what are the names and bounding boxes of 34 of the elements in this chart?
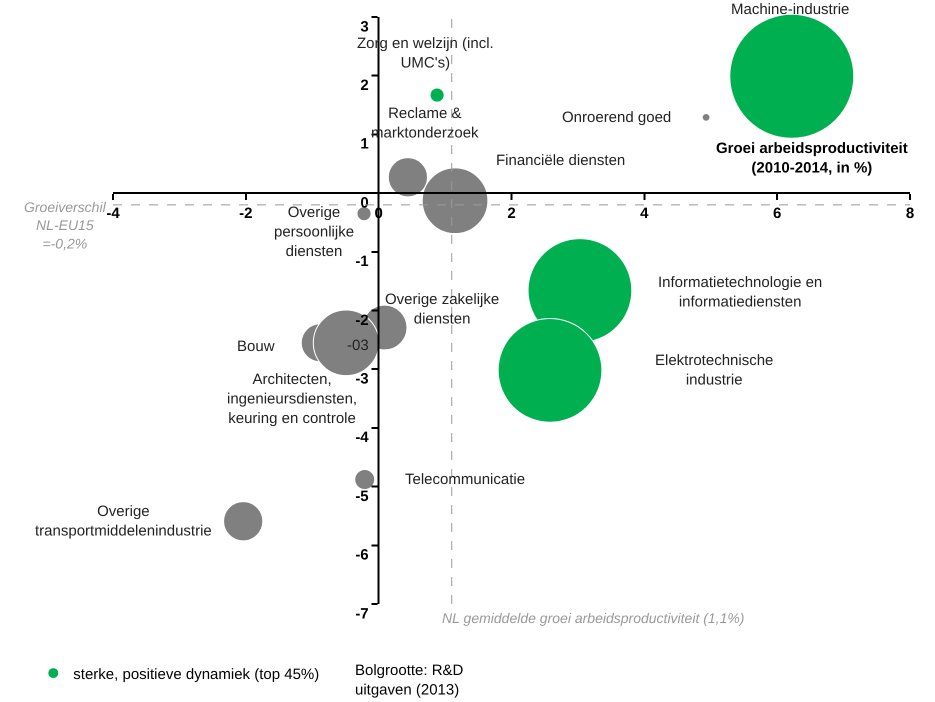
- x-tick-label: 8: [906, 205, 914, 222]
- y-tick-label: -2: [355, 312, 369, 329]
- ref-line-label: Groeiverschil NL-EU15 =-0,2%: [24, 199, 107, 252]
- y-tick-label: 1: [360, 136, 369, 153]
- annotation: -03: [347, 337, 369, 354]
- y-tick-label: -5: [355, 488, 369, 505]
- x-tick-label: 2: [507, 205, 516, 222]
- y-tick-label: -7: [355, 605, 369, 622]
- annotation: Overige transportmiddelenindustrie: [35, 503, 212, 540]
- y-tick-label: -4: [355, 429, 370, 446]
- text: Bolgrootte: R&D uitgaven (2013): [355, 662, 464, 698]
- annotation: Elektrotechnische industrie: [655, 352, 774, 388]
- annotation: Architecten, ingenieursdiensten, keuring en controle: [227, 371, 358, 427]
- y-tick-label: -3: [355, 370, 369, 388]
- y-tick-label: 2: [360, 76, 369, 94]
- annotation: Bouw: [237, 338, 275, 355]
- y-tick-label: -1: [355, 253, 369, 270]
- annotation: Machine-industrie: [731, 1, 850, 18]
- legend-label: sterke, positieve dynamiek (top 45%): [73, 666, 320, 683]
- annotation: Overige zakelijke diensten: [385, 291, 500, 328]
- x-tick-label: 6: [773, 205, 782, 222]
- y-tick-label: -6: [355, 546, 369, 564]
- annotation: Onroerend goed: [562, 109, 672, 126]
- y-tick-label: 3: [360, 18, 369, 36]
- annotation: Overige persoonlijke diensten: [274, 204, 354, 260]
- annotation: Telecommunicatie: [405, 471, 526, 488]
- annotation: Informatietechnologie en informatiediensten: [658, 274, 822, 310]
- y-tick-label: 0: [360, 194, 369, 212]
- annotation: Financiële diensten: [496, 152, 626, 169]
- ref-line-label: NL gemiddelde groei arbeidsproductiviteit (1,1%): [442, 610, 744, 626]
- x-tick-label: -4: [106, 205, 120, 222]
- x-axis-title: Groei arbeidsproductiviteit (2010-2014, in %): [716, 140, 908, 176]
- x-tick-label: 4: [640, 205, 650, 222]
- x-tick-label: -2: [239, 205, 252, 222]
